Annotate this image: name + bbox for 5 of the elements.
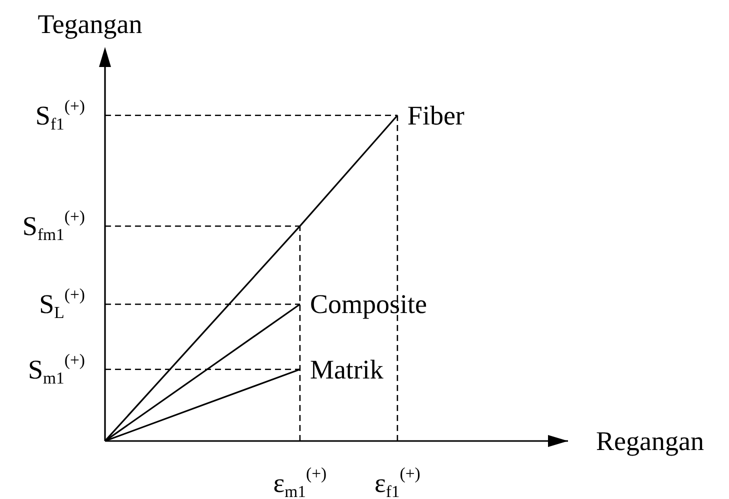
series-label: Fiber (407, 100, 464, 130)
y-axis-title: Tegangan (38, 9, 143, 39)
series-label: Matrik (310, 354, 384, 384)
text: Regangan (596, 426, 704, 456)
series-label: Composite (310, 289, 427, 320)
